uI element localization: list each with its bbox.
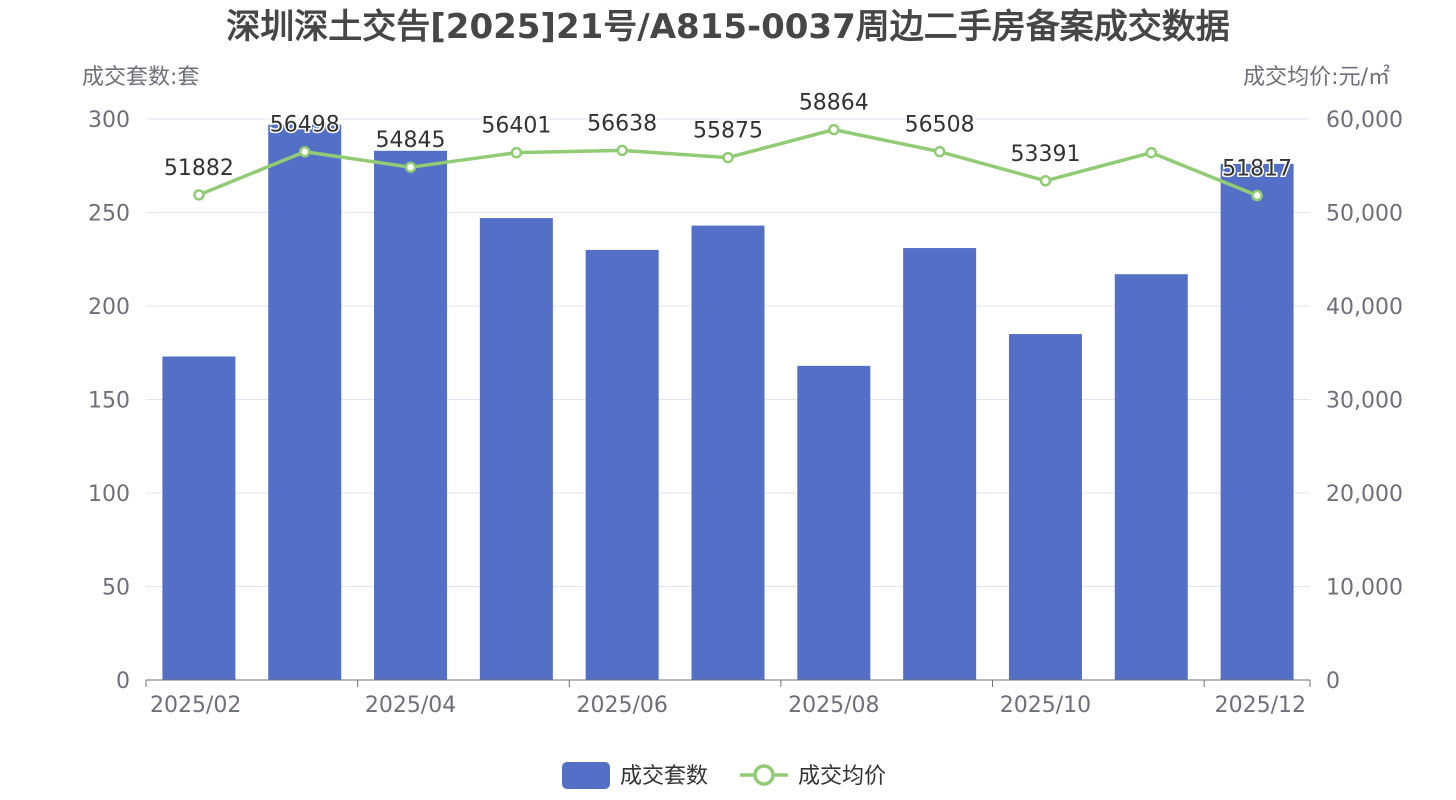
line-data-label: 58864 xyxy=(799,91,869,116)
line-data-label: 55875 xyxy=(693,119,763,144)
legend[interactable]: 成交套数 成交均价 xyxy=(562,762,886,789)
line-series xyxy=(193,123,1263,202)
data-labels: 51882 56498 54845 56401 56638 55875 58864 56508… xyxy=(162,89,1293,183)
x-tick-label: 2025/12 xyxy=(1215,693,1306,718)
line-point[interactable] xyxy=(404,161,417,173)
legend-bar-swatch[interactable] xyxy=(562,762,610,789)
x-tick-label: 2025/02 xyxy=(150,693,241,718)
bar[interactable] xyxy=(1008,334,1082,680)
x-tick-label: 2025/08 xyxy=(788,693,879,718)
line-point[interactable] xyxy=(510,146,523,159)
line-data-label: 56498 xyxy=(270,113,340,138)
axes: 0 0 50 10,000 100 20,000 150 30,000 200 40,000 250… xyxy=(88,108,1403,718)
bar[interactable] xyxy=(691,225,765,680)
line-point[interactable] xyxy=(828,123,840,136)
bar[interactable] xyxy=(585,249,659,680)
bar[interactable] xyxy=(374,150,448,681)
line-data-label: 56508 xyxy=(905,113,975,138)
y-tick-left: 0 xyxy=(116,669,130,694)
y-tick-left: 150 xyxy=(88,389,130,414)
line-point[interactable] xyxy=(193,189,205,201)
y-tick-right: 0 xyxy=(1326,669,1340,694)
line-point[interactable] xyxy=(1039,175,1052,187)
line-data-label: 54845 xyxy=(376,128,446,153)
legend-bar-label[interactable]: 成交套数 xyxy=(620,764,708,789)
line-data-label: 51882 xyxy=(164,156,234,181)
y-tick-right: 10,000 xyxy=(1326,576,1403,601)
legend-line-label[interactable]: 成交均价 xyxy=(798,764,886,789)
x-tick-label: 2025/04 xyxy=(365,693,456,718)
x-tick-label: 2025/06 xyxy=(576,693,667,718)
bar-series xyxy=(162,124,1294,681)
y-axis-right-label: 成交均价:元/㎡ xyxy=(1243,64,1390,90)
line-point[interactable] xyxy=(722,151,734,164)
y-tick-left: 50 xyxy=(102,576,130,601)
y-tick-right: 50,000 xyxy=(1326,202,1403,227)
y-axis-left-label: 成交套数:套 xyxy=(82,65,199,90)
y-tick-left: 200 xyxy=(88,295,130,320)
y-tick-left: 250 xyxy=(88,202,130,227)
bar[interactable] xyxy=(903,248,977,680)
line-data-label: 53391 xyxy=(1010,142,1080,167)
bar[interactable] xyxy=(1114,274,1188,680)
bar[interactable] xyxy=(797,365,871,680)
chart-title: 深圳深土交告[2025]21号/A815-0037周边二手房备案成交数据 xyxy=(226,7,1229,47)
line-data-label: 56401 xyxy=(481,114,551,139)
line-point[interactable] xyxy=(933,145,946,158)
bar[interactable] xyxy=(479,218,553,681)
y-tick-right: 40,000 xyxy=(1326,295,1403,320)
bar[interactable] xyxy=(162,356,236,680)
y-tick-right: 60,000 xyxy=(1326,108,1403,133)
y-tick-left: 300 xyxy=(88,108,130,133)
line-point[interactable] xyxy=(298,145,311,158)
line-point[interactable] xyxy=(1251,189,1263,202)
line-point[interactable] xyxy=(616,144,628,157)
y-tick-right: 20,000 xyxy=(1326,482,1403,507)
line-point[interactable] xyxy=(1145,146,1158,159)
line-data-label: 56638 xyxy=(587,111,657,136)
bar[interactable] xyxy=(268,124,342,681)
y-tick-left: 100 xyxy=(88,482,130,507)
line-data-label: 51817 xyxy=(1222,157,1292,182)
y-tick-right: 30,000 xyxy=(1326,389,1403,414)
legend-line-marker[interactable] xyxy=(753,764,775,786)
bar[interactable] xyxy=(1220,163,1294,680)
x-tick-label: 2025/10 xyxy=(1000,693,1091,718)
